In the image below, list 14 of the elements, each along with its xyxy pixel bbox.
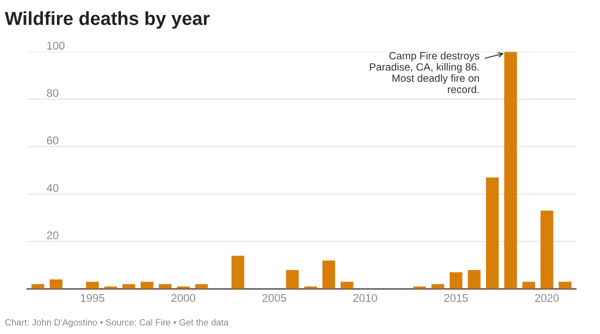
- text: Chart: John D'Agostino • Source: Cal Fire • Get the data: [5, 318, 229, 328]
- x-tick-label: 2015: [444, 294, 468, 302]
- chart-title: Wildfire deaths by year: [4, 11, 210, 29]
- x-tick-label: 2005: [262, 294, 286, 302]
- y-tick-label: 40: [46, 184, 58, 192]
- y-tick-label: 80: [46, 89, 58, 97]
- x-tick-label: 2010: [353, 294, 378, 302]
- x-tick-label: 2000: [172, 294, 196, 302]
- y-tick-label: 20: [47, 231, 58, 240]
- x-tick-label: 1995: [80, 294, 104, 302]
- x-tick-label: 2020: [535, 294, 559, 302]
- annotation: Camp Fire destroys Paradise, CA, killing 86. Most deadly fire on record.: [370, 52, 480, 94]
- y-tick-label: 100: [47, 42, 65, 50]
- y-tick-label: 60: [47, 136, 58, 144]
